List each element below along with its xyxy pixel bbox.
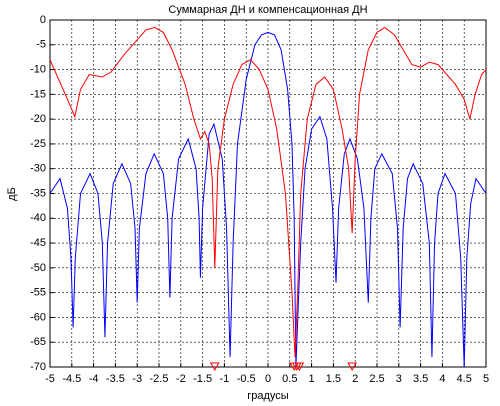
x-tick-label: -1.5	[193, 373, 212, 385]
x-tick-label: 0	[265, 373, 271, 385]
y-tick-label: -5	[36, 39, 46, 51]
marker	[209, 362, 220, 372]
y-tick-label: -45	[30, 237, 46, 249]
line	[50, 31, 486, 367]
x-tick-label: -3.5	[106, 373, 125, 385]
x-tick-label: 2	[352, 373, 358, 385]
x-tick-label: 4	[439, 373, 445, 385]
x-tick-label: -1	[220, 373, 230, 385]
x-tick-label: 3	[396, 373, 402, 385]
x-tick-label: 4.5	[457, 373, 472, 385]
x-tick-label: 1	[309, 373, 315, 385]
y-tick-label: -10	[30, 63, 46, 75]
x-tick-label: 0.5	[282, 373, 297, 385]
y-tick-label: -65	[30, 336, 46, 348]
x-tick-label: 5	[483, 373, 489, 385]
x-tick-label: 1.5	[326, 373, 341, 385]
x-axis-label: градусы	[247, 390, 289, 402]
y-tick-label: 0	[40, 14, 46, 26]
y-tick-label: -55	[30, 287, 46, 299]
y-axis-label: дБ	[6, 187, 18, 201]
x-tick-label: 2.5	[369, 373, 384, 385]
y-tick-label: -20	[30, 113, 46, 125]
x-tick-label: -5	[45, 373, 55, 385]
x-tick-label: -3	[132, 373, 142, 385]
x-tick-label: -2.5	[150, 373, 169, 385]
y-tick-label: -50	[30, 262, 46, 274]
y-tick-label: -40	[30, 212, 46, 224]
chart-title: Суммарная ДН и компенсационная ДН	[168, 4, 367, 16]
marker	[294, 362, 305, 372]
x-tick-label: -0.5	[237, 373, 256, 385]
plot-lines	[50, 26, 486, 367]
x-tick-label: -4.5	[62, 373, 81, 385]
line	[50, 26, 486, 358]
y-tick-label: -15	[30, 88, 46, 100]
y-tick-label: -70	[30, 361, 46, 373]
x-tick-label: -4	[89, 373, 99, 385]
y-tick-label: -35	[30, 187, 46, 199]
y-tick-label: -30	[30, 163, 46, 175]
marker	[347, 362, 358, 372]
x-tick-label: 3.5	[413, 373, 428, 385]
y-tick-label: -60	[30, 311, 46, 323]
y-tick-label: -25	[30, 138, 46, 150]
x-tick-label: -2	[176, 373, 186, 385]
